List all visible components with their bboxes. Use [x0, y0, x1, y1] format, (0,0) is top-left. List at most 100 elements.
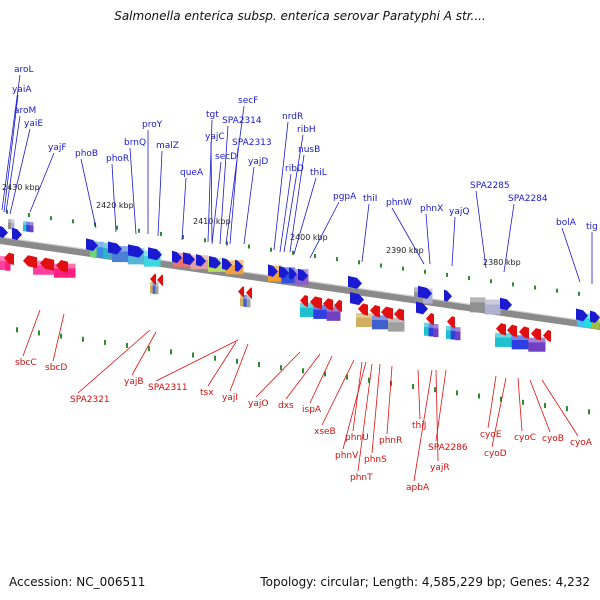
gene-label-xseB: xseB	[314, 427, 336, 437]
gene-label-queA: queA	[180, 168, 204, 178]
feature-block	[29, 222, 34, 233]
scale-label: 2390 kbp	[386, 246, 424, 255]
gene-label-nusB: nusB	[298, 145, 320, 155]
label-leader	[352, 361, 363, 432]
feature-block	[243, 294, 248, 307]
gene-label-tig: tig	[586, 222, 598, 232]
feature-shine	[281, 267, 296, 273]
feature-shine	[450, 326, 456, 331]
label-leader	[210, 141, 213, 243]
gene-label-yajQ: yajQ	[449, 207, 469, 217]
feature-block	[8, 219, 12, 230]
gene-label-nrdR: nrdR	[282, 112, 303, 122]
reverse-gene-arrow	[381, 306, 393, 320]
feature-block	[372, 315, 389, 330]
forward-gene-arrow	[348, 275, 362, 289]
gene-label-SPA2313: SPA2313	[232, 138, 272, 148]
label-leader	[289, 154, 305, 253]
map-title: Salmonella enterica subsp. enterica sero…	[114, 9, 486, 23]
forward-gene-arrow	[108, 241, 122, 255]
tick-mark	[72, 219, 74, 224]
forward-gene-arrow	[298, 268, 308, 282]
reverse-gene-arrow	[150, 273, 156, 286]
forward-gene-arrow	[268, 264, 278, 277]
reverse-gene-arrow	[23, 255, 37, 269]
label-leader	[279, 173, 292, 253]
feature-block	[511, 335, 529, 350]
label-leader	[371, 363, 381, 454]
feature-block	[240, 294, 244, 307]
feature-shine	[511, 335, 529, 341]
reverse-gene-arrow	[334, 299, 342, 313]
label-leader	[529, 379, 551, 433]
tick-mark	[182, 235, 184, 240]
tick-mark	[170, 349, 172, 355]
reverse-gene-arrow	[4, 252, 14, 266]
label-leader	[243, 166, 255, 245]
gene-label-phoR: phoR	[106, 154, 129, 164]
label-leader	[77, 329, 151, 394]
gene-label-ribD: ribD	[285, 164, 304, 174]
feature-block	[313, 304, 328, 319]
feature-shine	[26, 221, 31, 226]
forward-gene-arrow	[222, 257, 232, 271]
tick-mark	[544, 402, 546, 408]
label-leader	[293, 177, 317, 255]
tick-mark	[412, 384, 414, 390]
tick-mark	[456, 390, 458, 396]
label-leader	[491, 377, 507, 448]
feature-block	[356, 313, 373, 328]
gene-label-brnQ: brnQ	[124, 138, 146, 148]
feature-block	[428, 323, 434, 337]
tick-mark	[522, 399, 524, 405]
tick-mark	[50, 216, 52, 221]
accession-label: Accession: NC_006511	[9, 575, 146, 589]
label-leader	[517, 377, 523, 432]
reverse-gene-arrow	[358, 303, 368, 316]
label-leader	[229, 147, 239, 245]
feature-shine	[326, 306, 341, 312]
gene-label-secD: secD	[215, 152, 237, 162]
feature-shine	[433, 324, 439, 329]
tick-mark	[82, 336, 84, 342]
reverse-gene-arrow	[310, 296, 322, 310]
tick-mark	[446, 272, 448, 277]
feature-shine	[470, 297, 486, 303]
feature-shine	[11, 219, 15, 223]
tick-mark	[368, 377, 370, 383]
gene-label-phnR: phnR	[379, 436, 402, 446]
label-leader	[561, 227, 581, 283]
feature-block	[495, 332, 513, 347]
label-leader	[475, 190, 487, 269]
feature-block	[424, 322, 430, 336]
forward-gene-arrow	[416, 301, 428, 315]
tick-mark	[534, 285, 536, 290]
tick-mark	[478, 393, 480, 399]
gene-label-thiL: thiL	[310, 168, 327, 178]
tick-mark	[346, 374, 348, 380]
feature-block	[300, 303, 314, 317]
label-leader	[503, 203, 515, 273]
tick-mark	[214, 355, 216, 361]
label-leader	[541, 379, 579, 437]
tick-mark	[292, 250, 294, 255]
scale-label: 2400 kbp	[290, 233, 328, 242]
forward-gene-arrow	[590, 310, 600, 323]
forward-gene-arrow	[289, 267, 297, 280]
feature-shine	[225, 260, 244, 265]
gene-label-tgt: tgt	[206, 110, 219, 120]
feature-block	[155, 282, 159, 295]
gene-label-SPA2284: SPA2284	[508, 194, 548, 204]
feature-shine	[96, 241, 104, 248]
tick-mark	[336, 257, 338, 262]
tick-mark	[226, 241, 228, 246]
tick-mark	[434, 387, 436, 393]
gene-label-proY: proY	[142, 120, 163, 130]
scale-label: 2380 kbp	[483, 258, 521, 267]
tick-mark	[258, 361, 260, 367]
feature-shine	[584, 313, 593, 319]
feature-block	[433, 324, 439, 338]
tick-mark	[280, 365, 282, 371]
tick-mark	[6, 209, 8, 214]
